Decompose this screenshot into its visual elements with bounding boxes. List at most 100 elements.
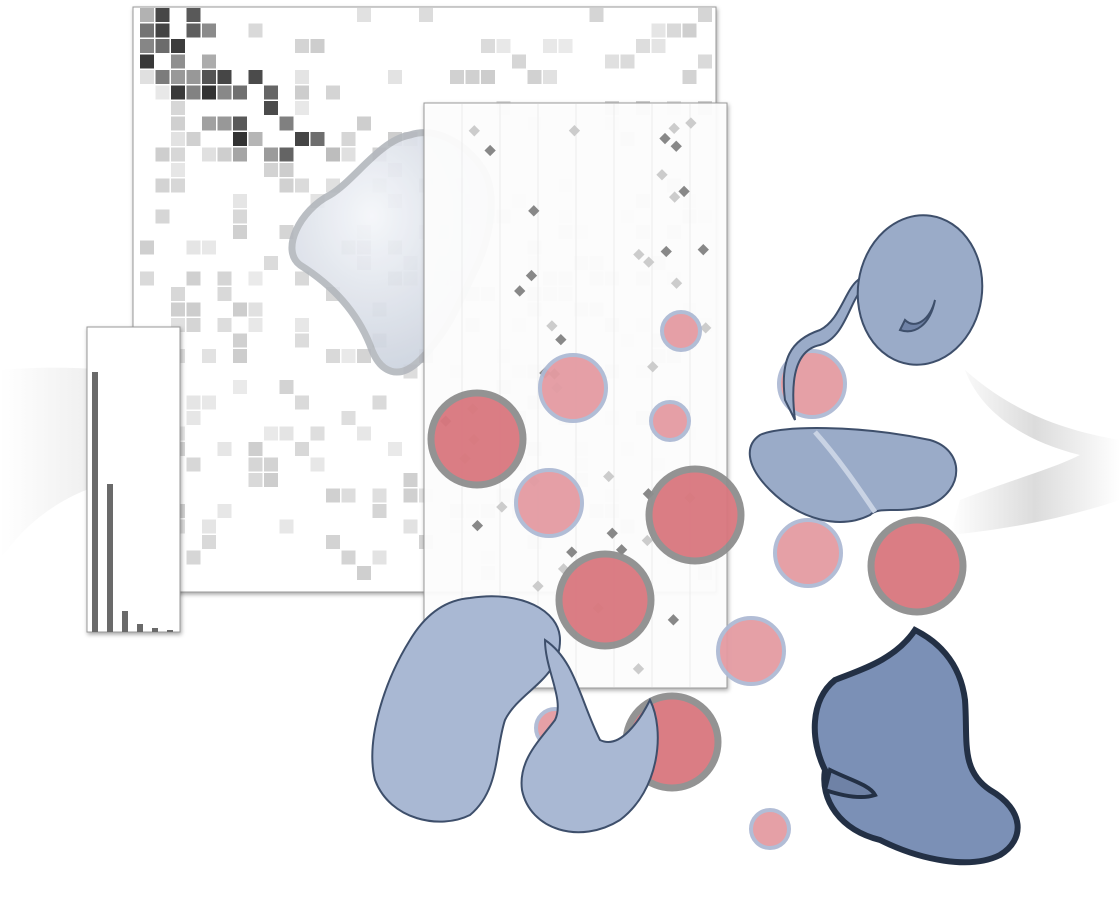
matrix-cell (171, 116, 185, 131)
scatter-point (667, 614, 680, 626)
scatter-point (555, 333, 567, 346)
matrix-cell (279, 519, 294, 534)
matrix-cell (279, 225, 294, 239)
matrix-cell (186, 318, 201, 332)
matrix-cell (155, 209, 170, 224)
matrix-cell (682, 70, 697, 84)
matrix-cell (217, 271, 232, 286)
histogram-panel (86, 326, 181, 633)
histogram-bar (152, 628, 158, 632)
matrix-cell (682, 23, 697, 38)
matrix-cell (279, 178, 294, 193)
matrix-cell (217, 116, 232, 131)
swoosh-right (950, 370, 1120, 535)
circle-marker (867, 516, 967, 616)
matrix-cell (295, 395, 309, 410)
matrix-cell (155, 85, 170, 100)
matrix-cell (202, 147, 216, 162)
blob-highlight (813, 430, 878, 514)
matrix-cell (403, 519, 418, 534)
circle-marker (538, 353, 608, 423)
matrix-cell (233, 85, 247, 100)
matrix-cell (558, 39, 573, 53)
blob-worm-left (371, 595, 562, 823)
matrix-cell (186, 395, 201, 410)
matrix-cell (202, 116, 216, 131)
matrix-cell (264, 85, 278, 100)
matrix-cell (202, 85, 216, 100)
matrix-cell (217, 287, 232, 301)
scatter-point (633, 248, 645, 261)
scatter-point (603, 470, 615, 483)
matrix-cell (295, 85, 309, 100)
matrix-cell (605, 54, 619, 69)
matrix-cell (310, 39, 325, 53)
matrix-cell (186, 457, 201, 472)
scatter-point (525, 269, 538, 282)
matrix-cell (419, 8, 433, 22)
matrix-cell (295, 132, 309, 146)
scatter-point (641, 534, 653, 547)
matrix-cell (450, 70, 464, 84)
blob-stalk (782, 278, 864, 421)
matrix-cell (248, 457, 263, 472)
matrix-cell (310, 132, 325, 146)
matrix-cell (326, 535, 340, 549)
scatter-point (697, 244, 709, 256)
matrix-cell (295, 39, 309, 53)
matrix-cell (264, 147, 278, 162)
matrix-cell (186, 70, 201, 84)
matrix-cell (512, 54, 526, 69)
matrix-cell (233, 333, 247, 348)
matrix-cell (186, 85, 201, 100)
matrix-cell (186, 132, 201, 146)
blob-notch (822, 767, 878, 800)
matrix-cell (233, 209, 247, 224)
scatter-point (528, 205, 540, 217)
matrix-cell (202, 23, 216, 38)
matrix-cell (171, 147, 185, 162)
circle-marker (749, 808, 791, 850)
matrix-cell (171, 54, 185, 69)
scatter-point (632, 663, 645, 675)
matrix-cell (186, 411, 201, 425)
scatter-point (659, 132, 671, 145)
blob-rough (811, 626, 1021, 866)
matrix-cell (295, 101, 309, 115)
circle-marker (514, 468, 584, 538)
blob-head (856, 214, 984, 366)
matrix-cell (140, 54, 154, 69)
matrix-cell (202, 70, 216, 84)
blob-worm-right (520, 638, 659, 834)
matrix-cell (264, 163, 278, 177)
scatter-point (670, 277, 683, 289)
matrix-cell (295, 318, 309, 332)
matrix-cell (248, 271, 263, 286)
matrix-cell (202, 349, 216, 363)
matrix-cell (217, 504, 232, 518)
matrix-cell (140, 23, 154, 38)
matrix-cell (171, 39, 185, 53)
matrix-cell (248, 318, 263, 332)
matrix-cell (388, 442, 402, 456)
matrix-cell (326, 85, 340, 100)
matrix-cell (341, 411, 356, 425)
scatter-point (514, 285, 526, 297)
matrix-cell (155, 70, 170, 84)
matrix-cell (264, 426, 278, 441)
matrix-cell (186, 550, 201, 565)
matrix-cell (248, 473, 263, 487)
matrix-cell (186, 302, 201, 317)
matrix-cell (279, 147, 294, 162)
matrix-cell (372, 550, 387, 565)
matrix-cell (543, 39, 557, 53)
matrix-cell (341, 147, 356, 162)
matrix-cell (202, 54, 216, 69)
histogram (92, 372, 173, 632)
matrix-cell (248, 442, 263, 456)
matrix-cell (465, 70, 480, 84)
circle-marker (716, 616, 786, 686)
matrix-cell (171, 287, 185, 301)
matrix-cell (233, 116, 247, 131)
